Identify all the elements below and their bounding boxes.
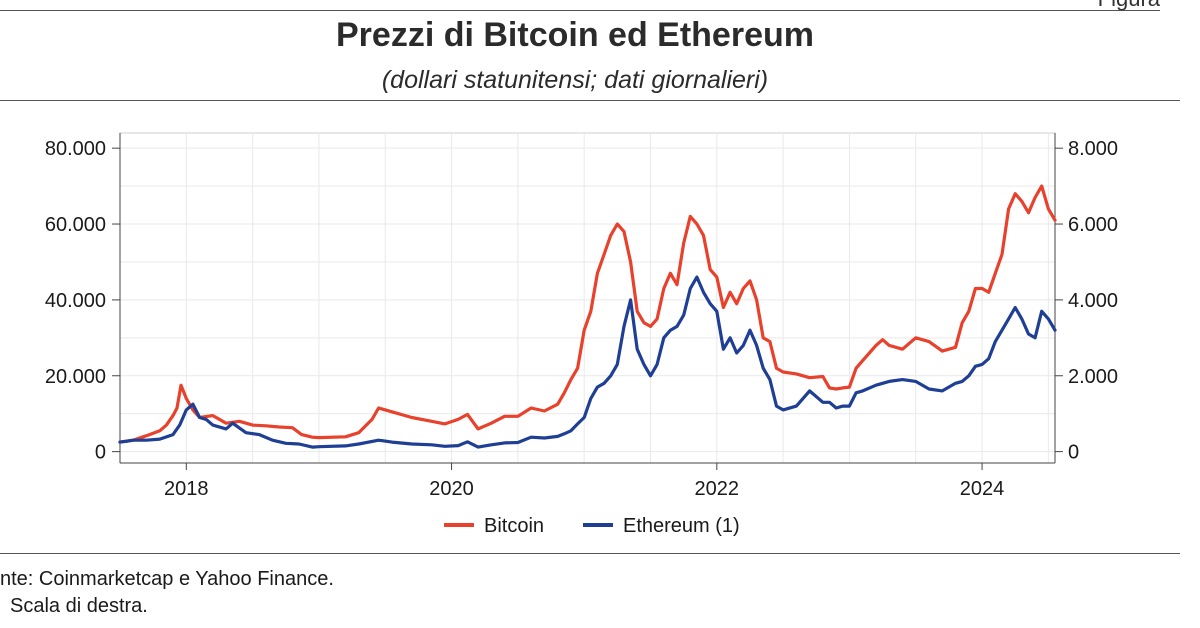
footnote-text: Scala di destra. [10,595,148,617]
y-right-tick-label: 6.000 [1068,214,1118,236]
series-line-bitcoin [118,184,1057,444]
y-left-tick-label: 0 [95,442,106,464]
top-rule [0,10,1160,11]
figure-tag: Figura [1098,0,1160,12]
y-left-tick-label: 20.000 [45,366,106,388]
y-left-tick-label: 60.000 [45,214,106,236]
legend-label-ethereum: Ethereum (1) [623,515,740,537]
y-right-tick-label: 0 [1068,442,1079,464]
y-right-tick-label: 8.000 [1068,138,1118,160]
series-line-ethereum [118,275,1057,449]
x-tick-label: 2022 [695,478,740,500]
chart-title: Prezzi di Bitcoin ed Ethereum [336,16,814,54]
y-left-tick-label: 40.000 [45,290,106,312]
x-tick-label: 2024 [960,478,1005,500]
chart-subtitle: (dollari statunitensi; dati giornalieri) [381,66,769,94]
price-chart: 0 20.000 40.000 60.000 80.000 0 2.000 4.000 6.00… [45,132,1118,537]
x-tick-label: 2018 [164,478,209,500]
y-right-tick-label: 2.000 [1068,366,1118,388]
y-left-tick-label: 80.000 [45,138,106,160]
footer-rule [0,553,1180,554]
source-note: nte: Coinmarketcap e Yahoo Finance. [0,568,334,590]
legend-label-bitcoin: Bitcoin [484,515,544,537]
x-tick-label: 2020 [429,478,474,500]
header-rule [0,100,1180,101]
y-right-tick-label: 4.000 [1068,290,1118,312]
